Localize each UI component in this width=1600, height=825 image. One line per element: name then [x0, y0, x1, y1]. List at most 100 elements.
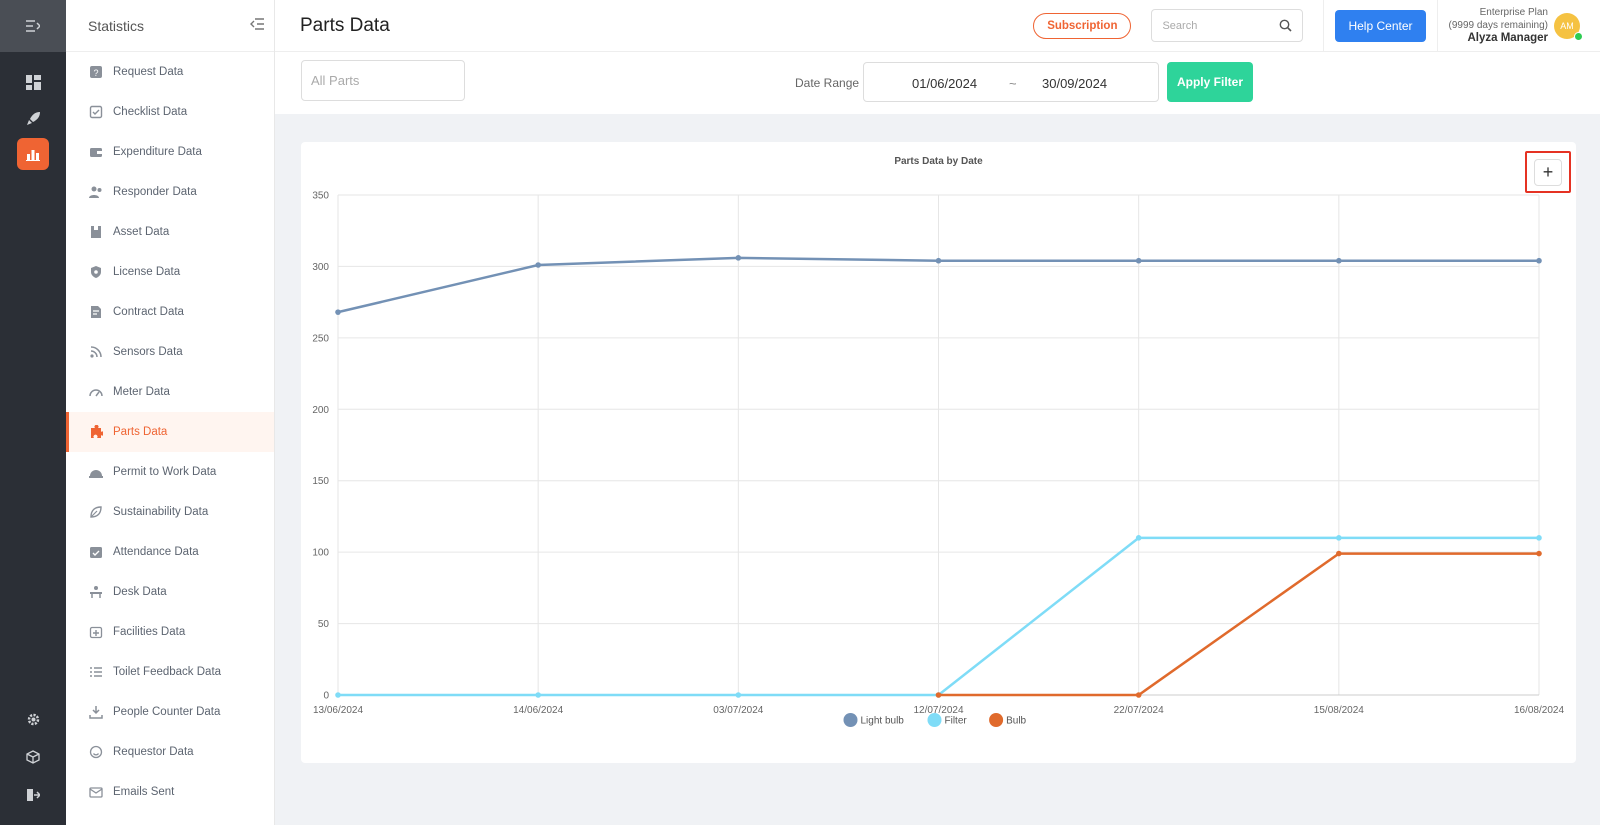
data-point-filter: [1336, 535, 1342, 541]
x-tick-label: 12/07/2024: [913, 705, 963, 716]
sidebar-item-checklist-data[interactable]: Checklist Data: [66, 92, 274, 132]
menu-expand-icon: [26, 20, 40, 32]
sidebar-item-requestor-data[interactable]: Requestor Data: [66, 732, 274, 772]
sidebar-item-facilities-data[interactable]: Facilities Data: [66, 612, 274, 652]
dashboard-icon: [25, 74, 41, 90]
search-icon: [1280, 19, 1293, 32]
legend-swatch-light-bulb: [843, 713, 858, 727]
date-from[interactable]: 01/06/2024: [912, 76, 978, 91]
header-divider: [1323, 0, 1325, 52]
sidebar-item-sensors-data[interactable]: Sensors Data: [66, 332, 274, 372]
calendar-check-icon: [89, 545, 103, 559]
parts-line-chart: Parts Data by Date 0 50 100 150 200 250 300 350 1…: [312, 156, 1564, 727]
sidebar-item-label: Sensors Data: [113, 346, 183, 358]
statistics-sidebar: Statistics ? Request Data Checklist Data Ex…: [66, 0, 275, 825]
collapse-icon: [250, 17, 264, 30]
avatar[interactable]: AM: [1554, 12, 1583, 41]
sidebar-item-label: Attendance Data: [113, 546, 199, 558]
x-tick-label: 15/08/2024: [1314, 705, 1364, 716]
app-rail: [0, 0, 66, 825]
rail-settings[interactable]: [0, 701, 66, 737]
filter-bar: All Parts Date Range 01/06/2024 ~ 30/09/…: [275, 52, 1600, 114]
y-tick-label: 200: [312, 405, 329, 416]
data-point-light-bulb: [1336, 257, 1342, 264]
legend-label-light-bulb: Light bulb: [861, 716, 905, 727]
sidebar-item-label: Responder Data: [113, 186, 197, 198]
y-tick-label: 0: [323, 691, 329, 702]
sidebar-item-label: Request Data: [113, 66, 184, 78]
sidebar-item-expenditure-data[interactable]: Expenditure Data: [66, 132, 274, 172]
data-point-bulb: [935, 692, 942, 698]
sidebar-item-permit-to-work-data[interactable]: Permit to Work Data: [66, 452, 274, 492]
data-point-filter: [535, 692, 541, 698]
sidebar-item-label: Sustainability Data: [113, 506, 209, 518]
rail-modules[interactable]: [0, 739, 66, 775]
svg-text:?: ?: [93, 68, 98, 78]
list-icon: [89, 665, 103, 679]
menu-toggle-button[interactable]: [0, 0, 66, 52]
contract-icon: [89, 305, 103, 319]
gear-icon: [27, 713, 39, 725]
rail-logout[interactable]: [0, 777, 66, 813]
legend-label-filter: Filter: [945, 716, 968, 727]
y-tick-label: 300: [312, 262, 329, 273]
sidebar-item-sustainability-data[interactable]: Sustainability Data: [66, 492, 274, 532]
wallet-icon: [89, 145, 103, 159]
sidebar-item-label: Emails Sent: [113, 786, 175, 798]
shield-icon: [89, 265, 103, 279]
sidebar-item-attendance-data[interactable]: Attendance Data: [66, 532, 274, 572]
logout-icon: [27, 789, 40, 801]
sidebar-item-emails-sent[interactable]: Emails Sent: [66, 772, 274, 812]
rail-statistics[interactable]: [0, 136, 66, 172]
cube-icon: [26, 750, 40, 764]
sidebar-item-people-counter-data[interactable]: People Counter Data: [66, 692, 274, 732]
y-tick-label: 350: [312, 191, 329, 202]
data-point-light-bulb: [335, 309, 341, 315]
user-info[interactable]: Enterprise Plan (9999 days remaining) Al…: [1438, 6, 1555, 45]
sidebar-item-label: Checklist Data: [113, 106, 188, 118]
sidebar-item-label: Toilet Feedback Data: [113, 666, 222, 678]
sidebar-item-label: Desk Data: [113, 586, 167, 598]
users-icon: [89, 185, 103, 199]
rail-dashboard[interactable]: [0, 64, 66, 100]
sidebar-item-label: Expenditure Data: [113, 146, 202, 158]
sidebar-item-parts-data[interactable]: Parts Data: [66, 412, 274, 452]
date-range-label: Date Range: [795, 76, 860, 90]
smile-icon: [89, 745, 103, 759]
data-point-light-bulb: [735, 255, 742, 261]
top-header: Parts Data Subscription Search Help Cent…: [275, 0, 1600, 52]
sidebar-item-label: Contract Data: [113, 306, 184, 318]
sidebar-item-request-data[interactable]: ? Request Data: [66, 52, 274, 92]
avatar-initials: AM: [1560, 20, 1574, 31]
sidebar-item-license-data[interactable]: License Data: [66, 252, 274, 292]
sidebar-item-label: Asset Data: [113, 226, 170, 238]
data-point-light-bulb: [935, 257, 942, 264]
collapse-sidebar-button[interactable]: [250, 17, 264, 35]
date-to[interactable]: 30/09/2024: [1042, 76, 1108, 91]
sidebar-item-asset-data[interactable]: Asset Data: [66, 212, 274, 252]
expand-chart-button[interactable]: +: [1534, 159, 1562, 186]
rail-launch[interactable]: [0, 100, 66, 136]
x-tick-label: 14/06/2024: [513, 705, 563, 716]
sidebar-item-meter-data[interactable]: Meter Data: [66, 372, 274, 412]
subscription-button[interactable]: Subscription: [1033, 12, 1132, 39]
sidebar-item-label: People Counter Data: [113, 706, 221, 718]
search-input[interactable]: Search: [1151, 9, 1304, 42]
sidebar-item-desk-data[interactable]: Desk Data: [66, 572, 274, 612]
sidebar-title: Statistics: [88, 17, 145, 34]
help-center-button[interactable]: Help Center: [1335, 9, 1426, 42]
days-remaining: (9999 days remaining): [1448, 20, 1549, 31]
header-divider: [1436, 0, 1438, 52]
mail-icon: [89, 785, 103, 799]
parts-select[interactable]: All Parts: [301, 60, 465, 101]
apply-filter-button[interactable]: Apply Filter: [1167, 62, 1253, 102]
date-range-picker[interactable]: 01/06/2024 ~ 30/09/2024: [863, 62, 1159, 102]
sidebar-item-responder-data[interactable]: Responder Data: [66, 172, 274, 212]
data-point-filter: [1135, 535, 1142, 541]
data-point-light-bulb: [1135, 257, 1142, 264]
data-point-filter: [335, 692, 341, 698]
desk-icon: [89, 585, 103, 599]
sidebar-item-toilet-feedback-data[interactable]: Toilet Feedback Data: [66, 652, 274, 692]
sidebar-item-label: License Data: [113, 266, 181, 278]
sidebar-item-contract-data[interactable]: Contract Data: [66, 292, 274, 332]
